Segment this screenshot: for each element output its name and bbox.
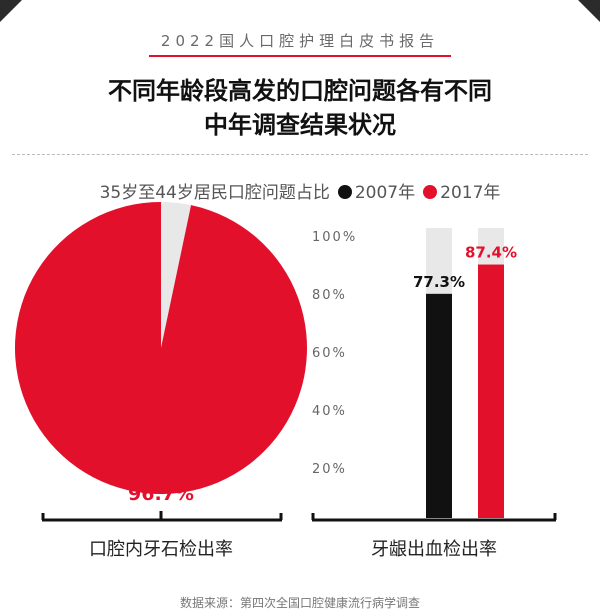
legend-label-2017: 2017年 <box>440 183 501 203</box>
bar-value-label-2017年: 87.4% <box>465 244 517 262</box>
corner-decoration-left <box>0 0 22 22</box>
pie-category-label: 口腔内牙石检出率 <box>89 539 233 560</box>
bar-2017年 <box>478 264 504 518</box>
bar-category-label: 牙龈出血检出率 <box>371 539 497 560</box>
pie-slice-calculus <box>14 201 307 494</box>
bar-value-label-2007年: 77.3% <box>413 273 465 291</box>
report-banner-text: 2022国人口腔护理白皮书报告 <box>148 30 452 57</box>
y-tick-label-40: 40% <box>312 404 347 419</box>
y-tick-label-80: 80% <box>312 288 347 303</box>
chart-legend: 35岁至44岁居民口腔问题占比 2007年 2017年 <box>0 178 600 203</box>
page-title: 不同年龄段高发的口腔问题各有不同 中年调查结果状况 <box>0 74 600 142</box>
title-divider <box>12 154 588 155</box>
report-banner: 2022国人口腔护理白皮书报告 <box>0 30 600 57</box>
page-title-line2: 中年调查结果状况 <box>204 111 396 139</box>
legend-label-2007: 2007年 <box>354 183 416 203</box>
page-title-line1: 不同年龄段高发的口腔问题各有不同 <box>108 77 492 105</box>
legend-swatch-2007 <box>337 185 352 199</box>
y-tick-label-20: 20% <box>312 462 347 477</box>
data-source: 数据来源：第四次全国口腔健康流行病学调查 <box>179 596 420 610</box>
corner-decoration-right <box>578 0 600 22</box>
legend-prefix: 35岁至44岁居民口腔问题占比 <box>99 183 330 203</box>
pie-value-label: 96.7% <box>128 483 194 505</box>
y-tick-label-100: 100% <box>312 230 357 245</box>
y-tick-label-60: 60% <box>312 346 347 361</box>
bar-2007年 <box>426 293 452 518</box>
legend-swatch-2017 <box>423 185 438 199</box>
